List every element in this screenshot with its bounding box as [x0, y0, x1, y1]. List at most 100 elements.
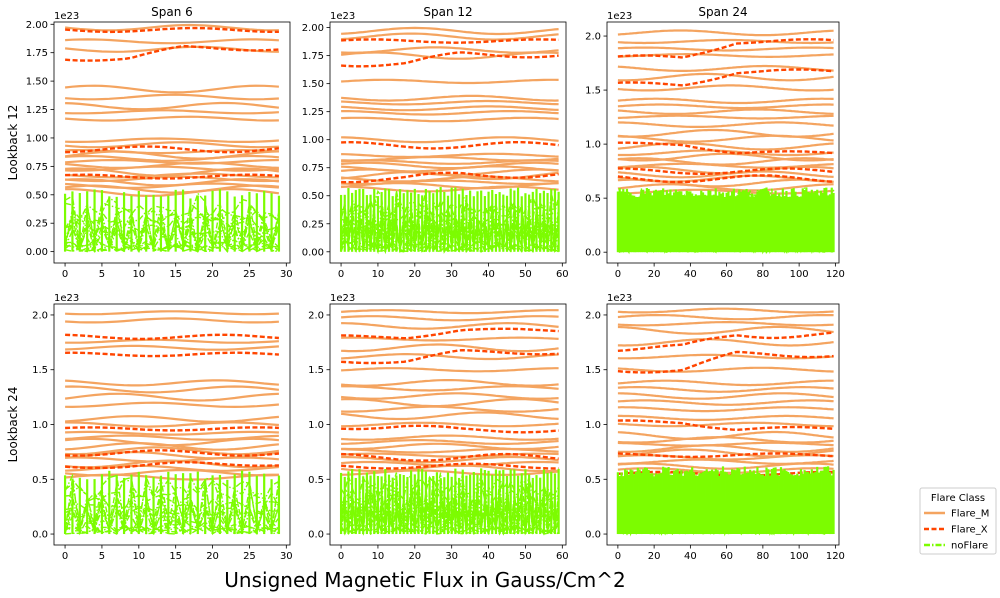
series-flare-m-line — [341, 379, 559, 387]
plot-area — [63, 310, 281, 536]
y-tick-label: 2.0 — [585, 310, 601, 321]
series-flare-m-line — [617, 307, 834, 314]
y-tick-label: 0.00 — [26, 247, 48, 258]
x-tick-label: 50 — [519, 269, 532, 280]
series-flare-m-line — [65, 441, 280, 451]
x-tick: 80 — [757, 263, 769, 280]
x-tick: 20 — [408, 263, 421, 280]
series-flare-x-line — [341, 141, 559, 150]
y-tick: 1.5 — [308, 365, 330, 376]
series-flare-x-line — [341, 51, 559, 68]
x-tick: 5 — [99, 545, 105, 562]
series-flare-m-line — [617, 353, 834, 360]
legend-label-flare-m: Flare_M — [951, 509, 989, 520]
axes-frame — [606, 21, 840, 264]
x-tick: 10 — [372, 263, 384, 280]
y-tick-label: 1.5 — [32, 365, 48, 376]
x-tick-label: 20 — [648, 551, 661, 562]
plot-area — [339, 26, 560, 255]
series-flare-m-line — [617, 399, 834, 406]
series-noflare-line — [64, 496, 280, 535]
offset-text: 1e23 — [607, 293, 632, 304]
series-flare-x-line — [65, 460, 279, 470]
x-tick-label: 120 — [826, 269, 845, 280]
x-tick-label: 10 — [372, 551, 385, 562]
offset-text: 1e23 — [54, 293, 79, 304]
y-tick: 0.50 — [302, 191, 330, 202]
legend-title: Flare Class — [931, 493, 985, 504]
x-tick: 10 — [132, 545, 145, 562]
legend-label-noflare: noFlare — [951, 541, 988, 552]
x-tick: 40 — [684, 263, 697, 280]
y-tick: 1.75 — [26, 48, 54, 59]
y-tick: 2.00 — [302, 23, 330, 34]
series-flare-m-line — [64, 150, 279, 160]
x-tick: 30 — [280, 545, 293, 562]
series-flare-m-line — [617, 366, 834, 373]
series-flare-m-line — [341, 321, 559, 330]
series-flare-m-line — [341, 421, 559, 428]
offset-text: 1e23 — [330, 293, 355, 304]
series-flare-m-line — [65, 172, 279, 179]
x-tick-label: 20 — [206, 269, 219, 280]
series-flare-m-line — [617, 114, 834, 120]
series-flare-x-line — [65, 44, 279, 62]
series-flare-m-line — [617, 462, 834, 470]
y-tick: 1.00 — [302, 135, 330, 146]
series-flare-m-line — [341, 105, 559, 112]
x-tick: 0 — [62, 545, 68, 562]
x-tick-label: 100 — [790, 551, 809, 562]
series-flare-m-line — [341, 455, 559, 464]
series-flare-m-line — [617, 338, 834, 347]
series-flare-m-line — [65, 473, 279, 481]
series-flare-x-line — [341, 38, 559, 44]
x-tick-label: 80 — [757, 551, 770, 562]
y-tick: 0.75 — [302, 163, 330, 174]
series-flare-x-line — [65, 26, 279, 34]
series-noflare-line — [64, 224, 280, 253]
x-tick-label: 30 — [280, 269, 293, 280]
series-flare-m-line — [341, 343, 559, 353]
x-tick-label: 15 — [169, 551, 182, 562]
x-tick: 60 — [720, 545, 733, 562]
series-noflare-line — [65, 491, 280, 535]
y-tick-label: 0.5 — [585, 475, 601, 486]
x-tick-label: 120 — [826, 551, 845, 562]
x-tick-label: 20 — [408, 551, 421, 562]
series-flare-m-line — [65, 154, 279, 162]
series-flare-m-line — [65, 137, 279, 143]
x-tick-label: 25 — [243, 551, 256, 562]
y-tick-label: 0.0 — [585, 248, 601, 259]
x-tick-label: 40 — [482, 269, 495, 280]
x-tick: 20 — [206, 545, 219, 562]
x-tick-label: 30 — [445, 269, 458, 280]
series-noflare-line — [64, 215, 280, 252]
x-tick-label: 60 — [556, 551, 569, 562]
series-flare-m-line — [65, 385, 280, 394]
series-flare-m-line — [341, 353, 559, 361]
x-tick: 30 — [280, 263, 293, 280]
series-flare-m-line — [341, 309, 559, 315]
series-flare-m-line — [617, 444, 834, 453]
axes-frame — [53, 21, 291, 264]
y-tick: 2.0 — [32, 310, 54, 321]
series-flare-m-line — [65, 464, 279, 472]
series-flare-x-line — [65, 351, 279, 358]
x-tick: 50 — [519, 263, 532, 280]
series-flare-m-line — [65, 188, 280, 198]
y-tick: 0.5 — [308, 475, 330, 486]
y-tick-label: 2.0 — [32, 310, 48, 321]
series-flare-x-line — [617, 350, 834, 374]
series-flare-m-line — [617, 379, 834, 387]
subplot-title: Span 6 — [151, 5, 193, 19]
series-flare-x-line — [617, 38, 834, 59]
subplot-title: Span 24 — [698, 5, 747, 19]
series-flare-m-line — [341, 116, 559, 123]
series-flare-m-line — [65, 158, 279, 165]
series-flare-m-line — [65, 101, 280, 111]
series-noflare-line — [340, 215, 559, 255]
x-tick-label: 60 — [720, 269, 733, 280]
series-flare-x-line — [617, 167, 834, 175]
x-tick: 120 — [826, 545, 845, 562]
x-tick: 60 — [556, 263, 569, 280]
